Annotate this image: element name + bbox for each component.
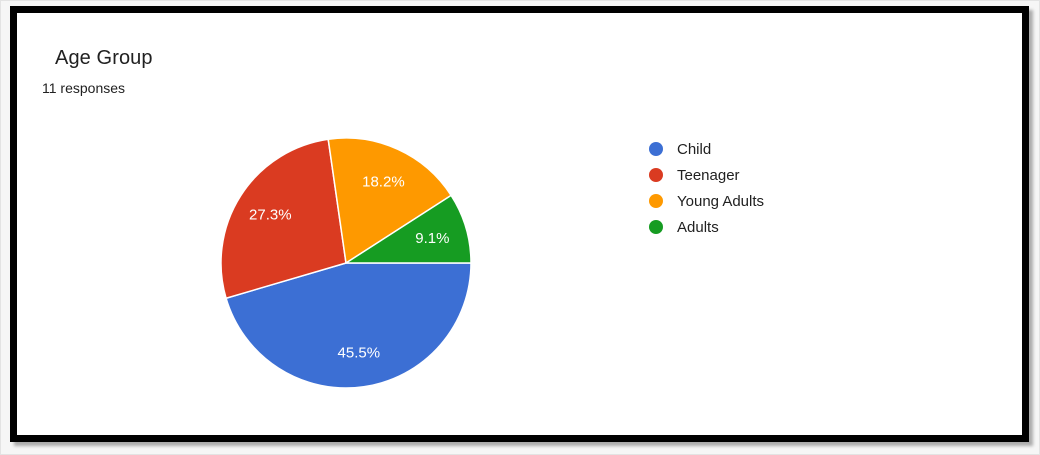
legend: Child Teenager Young Adults Adults: [649, 136, 764, 240]
legend-item-child: Child: [649, 136, 764, 162]
legend-swatch-icon: [649, 142, 663, 156]
chart-card: Age Group 11 responses 45.5% 27.3% 18.2% 9.…: [10, 6, 1029, 442]
response-count: 11 responses: [42, 80, 126, 96]
pie-slice-adults[interactable]: [345, 194, 472, 264]
legend-label: Child: [677, 140, 712, 158]
legend-label: Adults: [677, 218, 719, 236]
pie-slice-young-adults[interactable]: [327, 137, 452, 264]
legend-label: Teenager: [677, 166, 740, 184]
legend-item-young-adults: Young Adults: [649, 188, 764, 214]
pie-slice-child[interactable]: [225, 262, 472, 389]
legend-item-adults: Adults: [649, 214, 764, 240]
page-title: Age Group: [55, 47, 153, 69]
pie-slice-teenager[interactable]: [220, 138, 347, 299]
legend-swatch-icon: [649, 220, 663, 234]
legend-swatch-icon: [649, 194, 663, 208]
legend-swatch-icon: [649, 168, 663, 182]
pie-chart: 45.5%27.3%18.2%9.1%: [220, 137, 472, 389]
pie-chart-area: 45.5% 27.3% 18.2% 9.1%: [211, 128, 481, 398]
legend-item-teenager: Teenager: [649, 162, 764, 188]
legend-label: Young Adults: [677, 192, 765, 210]
